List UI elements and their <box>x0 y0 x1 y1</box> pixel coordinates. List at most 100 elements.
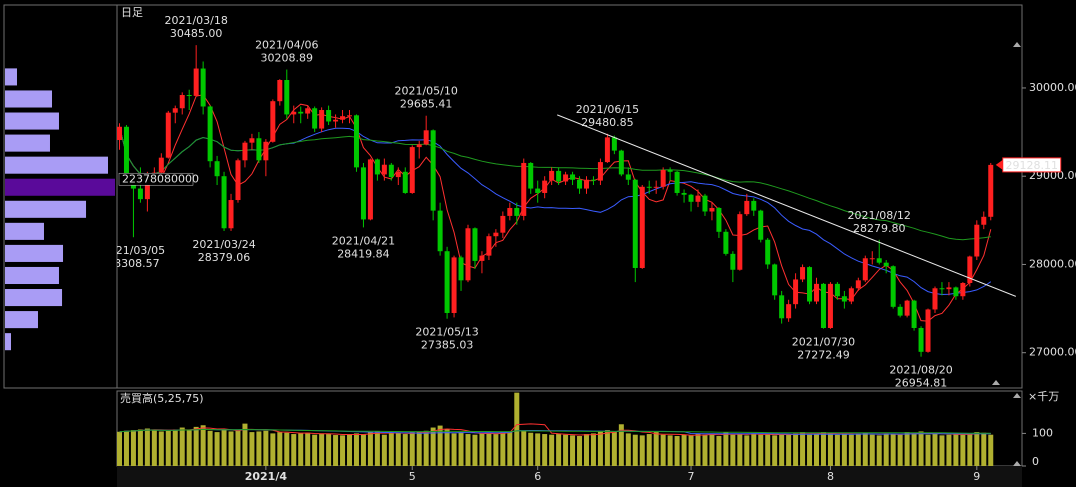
volume-tick-label: 100 <box>1032 426 1053 439</box>
volume-bar <box>235 430 241 466</box>
candle-body <box>347 115 353 117</box>
volume-bar <box>583 434 589 466</box>
candle-body <box>597 162 603 181</box>
candle-body <box>277 80 283 102</box>
candle-body <box>625 174 631 180</box>
candle-body <box>834 283 840 297</box>
candle-body <box>144 173 150 200</box>
volume-bar <box>353 433 359 466</box>
candle-body <box>646 186 652 188</box>
volume-bar <box>179 427 185 466</box>
candle-body <box>291 111 297 115</box>
volume-bar <box>158 431 164 466</box>
y-tick-label: 28000.00 <box>1029 257 1076 270</box>
volume-bar <box>242 423 248 466</box>
volume-bar <box>151 430 157 466</box>
volume-bar <box>730 434 736 466</box>
volume-bar <box>590 433 596 466</box>
volume-bar <box>172 429 178 466</box>
annotation-price: 28308.57 <box>107 257 160 270</box>
candle-body <box>158 157 164 173</box>
volume-bar <box>946 434 952 466</box>
candle-body <box>751 200 757 211</box>
volume-plot <box>117 392 994 466</box>
last-price-box <box>1002 157 1062 173</box>
candle-body <box>709 207 715 212</box>
volume-bar <box>904 432 910 466</box>
candle-body <box>932 288 938 310</box>
candle-body <box>521 162 527 216</box>
volume-bar <box>451 433 457 466</box>
candle-body <box>814 283 819 302</box>
candle-body <box>604 137 610 163</box>
candle-body <box>395 171 401 178</box>
candle-body <box>437 210 443 252</box>
volume-bar <box>458 432 464 466</box>
candle-body <box>730 253 736 270</box>
candle-body <box>402 171 408 193</box>
volume-bar <box>472 434 478 466</box>
annotation-date: 2021/03/05 <box>102 244 165 257</box>
volume-bar <box>765 434 771 466</box>
candle-body <box>911 300 917 328</box>
annotation-price: 27385.03 <box>421 339 474 352</box>
volume-bar <box>988 434 994 466</box>
candle-body <box>535 188 541 193</box>
volume-bar <box>333 435 339 466</box>
candle-body <box>284 80 290 115</box>
profile-bar <box>5 266 59 285</box>
candle-body <box>590 179 596 181</box>
volume-bar <box>911 433 917 466</box>
volume-bar <box>214 432 220 466</box>
volume-bar <box>876 435 882 466</box>
candle-body <box>862 258 868 281</box>
candle-body <box>542 180 548 193</box>
volume-bar <box>618 424 624 466</box>
volume-bar <box>249 432 255 466</box>
volume-bar <box>263 430 269 466</box>
volume-bar <box>674 436 680 466</box>
volume-bar <box>772 435 778 466</box>
candle-body <box>333 119 339 122</box>
candle-body <box>374 159 380 175</box>
candle-body <box>416 144 422 148</box>
volume-bar <box>256 431 262 466</box>
candle-body <box>695 195 701 202</box>
candle-body <box>221 176 227 229</box>
annotation-price: 30208.89 <box>261 52 314 65</box>
candle-body <box>848 288 854 302</box>
volume-bar <box>137 429 143 466</box>
candle-body <box>263 141 269 161</box>
candle-body <box>298 111 304 114</box>
volume-bar <box>639 435 645 466</box>
volume-bar <box>737 434 743 466</box>
candle-body <box>249 138 255 143</box>
volume-bar <box>660 434 666 466</box>
candle-body <box>340 116 346 120</box>
candle-body <box>388 164 394 178</box>
candle-body <box>528 162 534 189</box>
candle-body <box>123 126 129 183</box>
profile-bar <box>5 134 50 152</box>
volume-bar <box>298 433 304 466</box>
candle-body <box>820 283 826 328</box>
volume-bar <box>360 434 366 466</box>
candle-body <box>974 224 980 257</box>
annotation-date: 2021/05/10 <box>394 85 457 98</box>
volume-bar <box>953 434 959 466</box>
volume-bar <box>688 435 694 466</box>
volume-bar <box>681 434 687 466</box>
candle-body <box>214 161 220 177</box>
y-tick-label: 29000.00 <box>1029 169 1076 182</box>
candle-body <box>556 170 562 182</box>
candle-body <box>744 200 750 215</box>
candle-body <box>486 236 492 256</box>
profile-frame <box>3 4 118 389</box>
volume-bar <box>305 432 311 466</box>
volume-bar <box>883 433 889 466</box>
volume-bar <box>577 436 583 466</box>
volume-bar <box>695 434 701 466</box>
annotation-date: 2021/03/24 <box>192 238 255 251</box>
